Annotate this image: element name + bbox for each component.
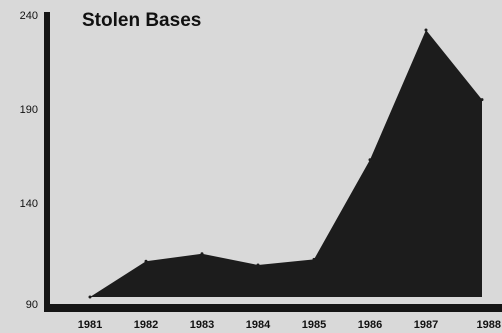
- x-tick-label-1981: 1981: [78, 319, 102, 331]
- data-point-1984: [256, 263, 260, 267]
- y-tick-label-190: 190: [20, 104, 38, 116]
- label-layer: 90 140 190 240 1981 1982 1983 1984 1985 1986 1987 1…: [20, 10, 501, 331]
- x-tick-label-1983: 1983: [190, 319, 214, 331]
- axis-layer: [44, 12, 502, 312]
- y-tick-label-90: 90: [26, 299, 38, 311]
- data-point-1981: [88, 295, 92, 299]
- y-tick-label-240: 240: [20, 10, 38, 22]
- data-point-1982: [144, 259, 148, 263]
- y-tick-label-140: 140: [20, 198, 38, 210]
- x-tick-label-1985: 1985: [302, 319, 326, 331]
- x-tick-label-1982: 1982: [134, 319, 158, 331]
- x-tick-label-1988: 1988: [477, 319, 501, 331]
- x-axis-line: [44, 304, 502, 312]
- x-tick-label-1986: 1986: [358, 319, 382, 331]
- series-area: [90, 30, 482, 297]
- x-tick-label-1984: 1984: [246, 319, 271, 331]
- data-point-1988: [480, 98, 484, 102]
- data-point-1983: [200, 252, 204, 256]
- x-tick-label-1987: 1987: [414, 319, 438, 331]
- data-point-1987: [424, 28, 428, 32]
- plot-layer: [88, 28, 484, 299]
- chart-title: Stolen Bases: [82, 10, 201, 31]
- y-axis-line: [44, 12, 50, 312]
- data-point-1986: [368, 158, 372, 162]
- data-point-1985: [312, 257, 316, 261]
